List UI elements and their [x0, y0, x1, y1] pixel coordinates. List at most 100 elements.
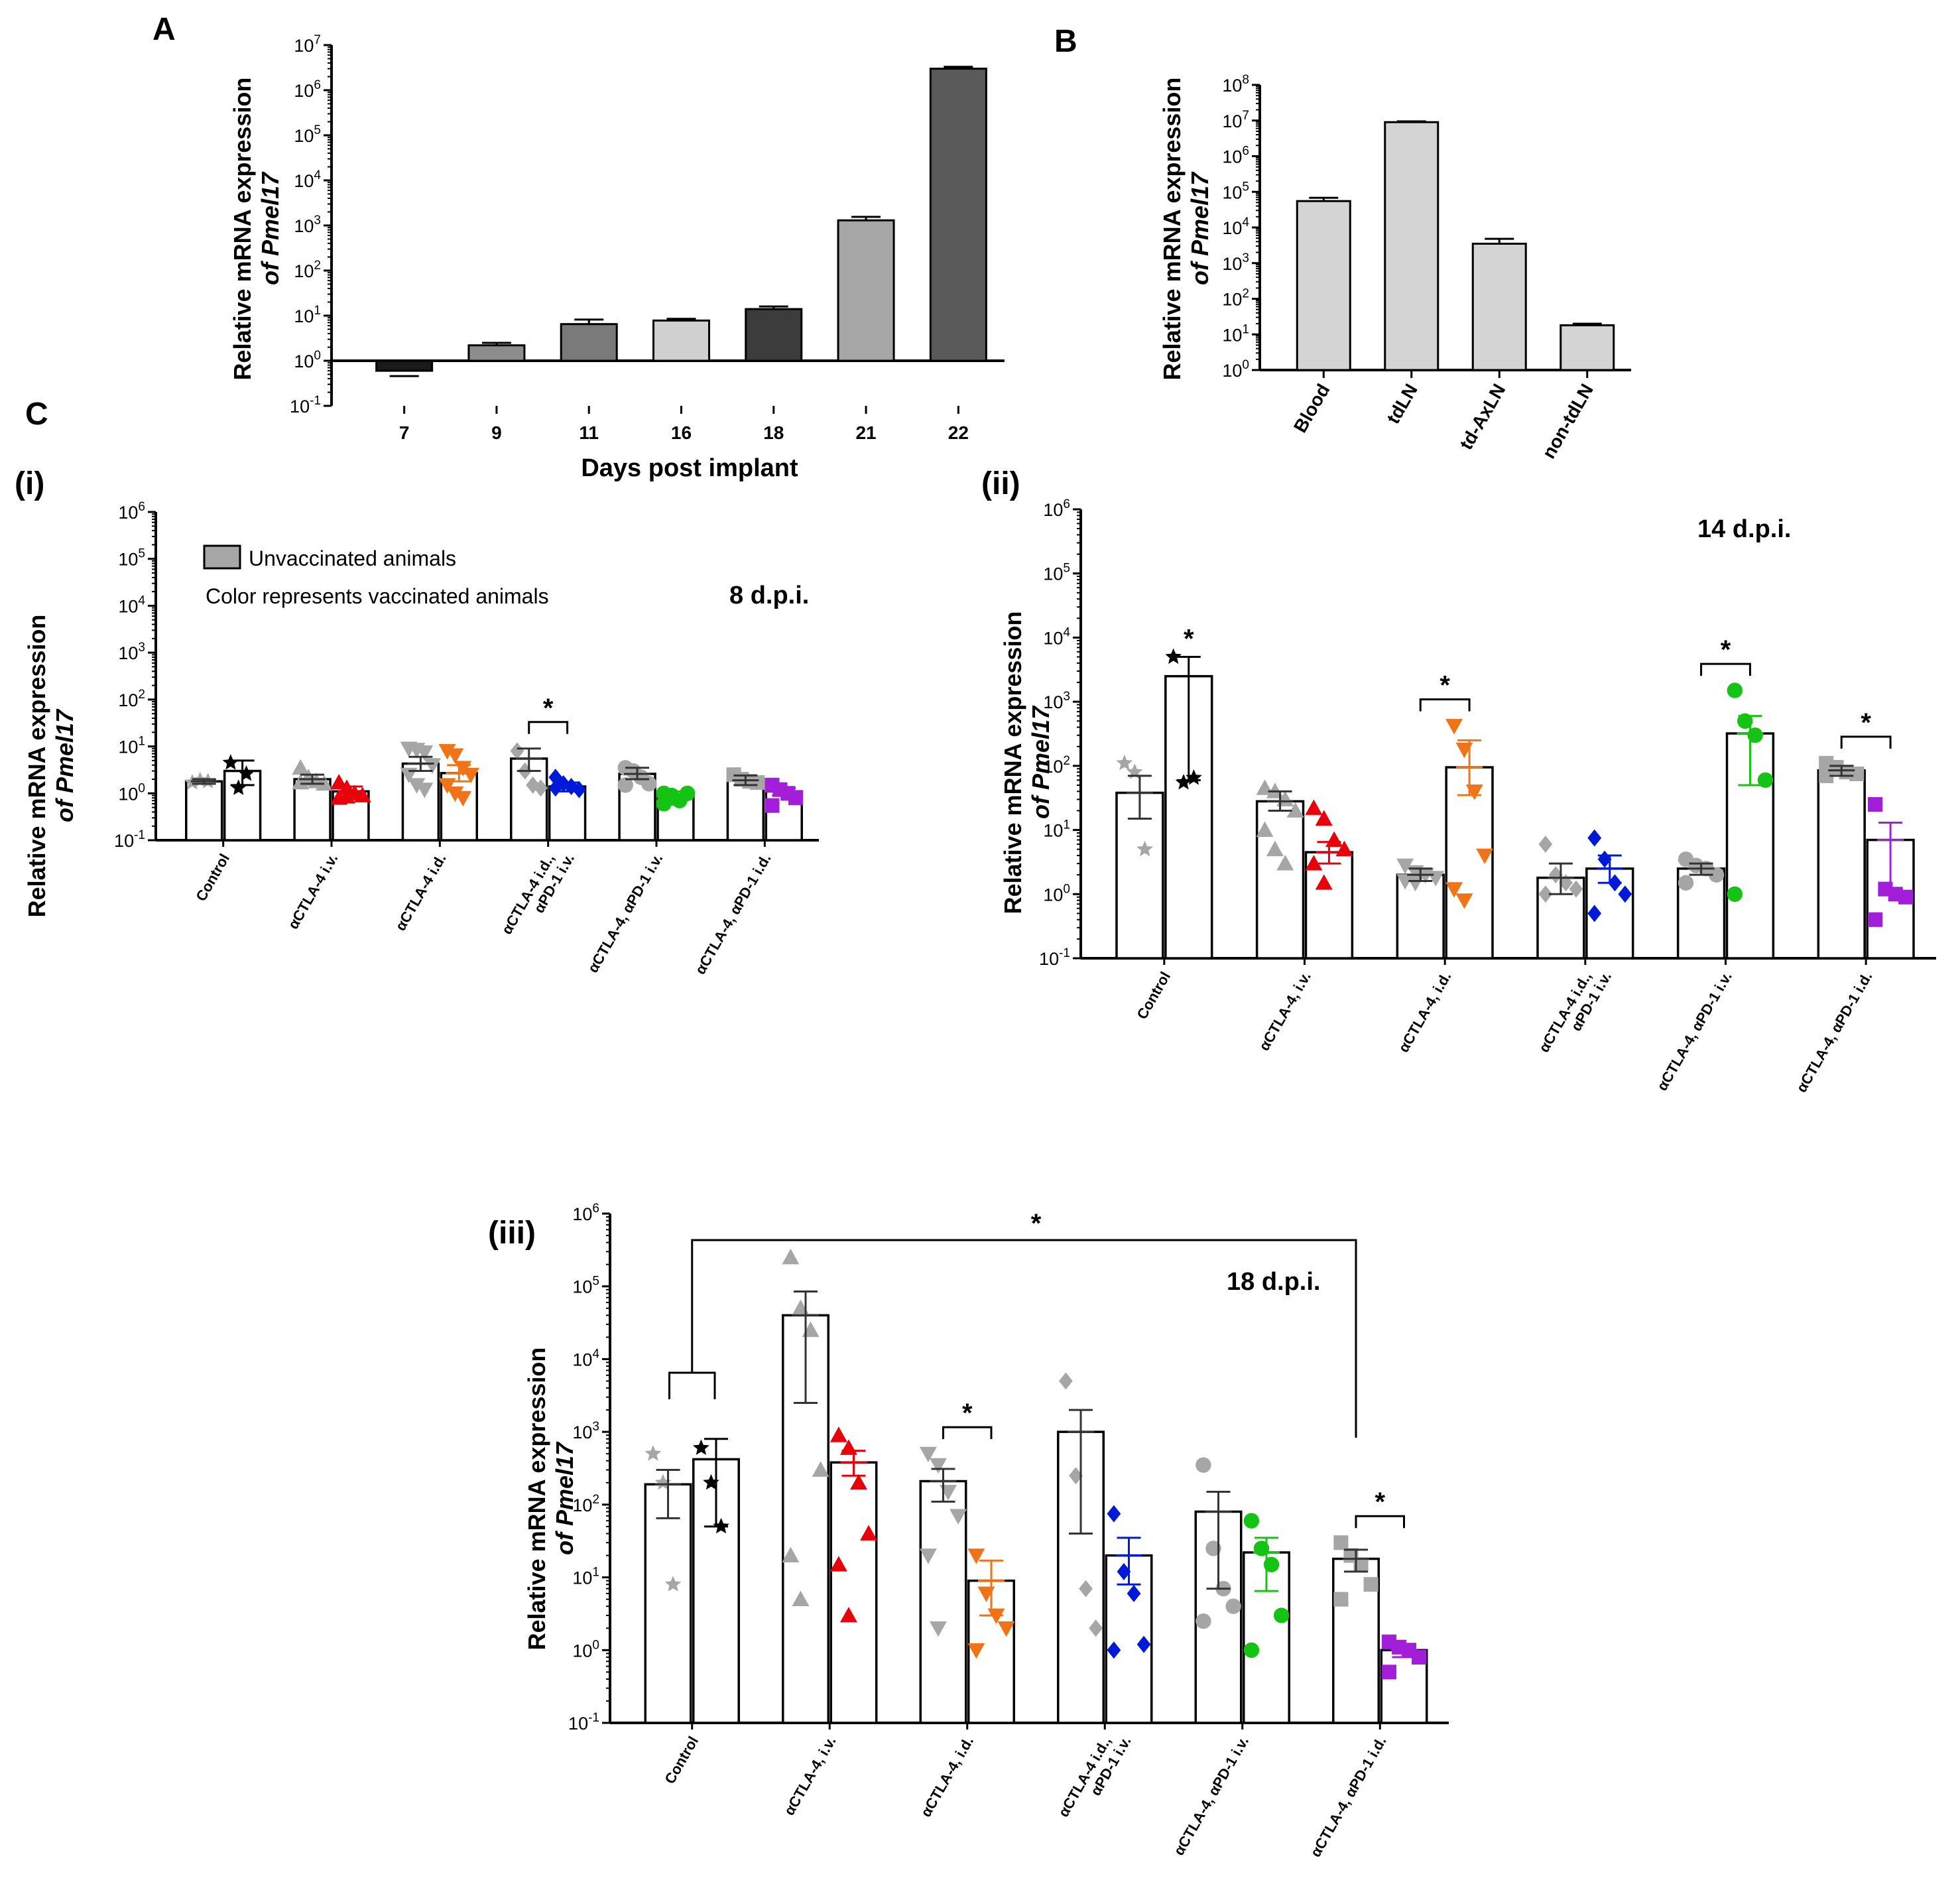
point-cii-unvacc	[1256, 821, 1274, 837]
sig-bracket-ci	[528, 721, 569, 734]
ylabel-ciii-line1: Relative mRNA expression	[523, 1348, 550, 1651]
y-tick-label-ci: 106	[118, 500, 145, 523]
point-ciii-unvacc	[792, 1590, 810, 1606]
bar-ciii-unvacc	[644, 1483, 692, 1724]
point-ci-unvacc	[292, 759, 310, 775]
point-ciii-vacc	[839, 1606, 857, 1623]
y-tick-label-ci: 10-1	[114, 828, 145, 851]
sig-bracket-cii	[1700, 662, 1751, 676]
bar-cii-unvacc	[1817, 769, 1866, 960]
point-ci-vacc	[680, 785, 696, 801]
x-tick-label-b-td-AxLN: td-AxLN	[1455, 381, 1509, 454]
bar-cii-unvacc	[1255, 800, 1305, 960]
x-tick-label-b-tdLN: tdLN	[1382, 381, 1422, 428]
point-ciii-vacc	[1117, 1562, 1131, 1580]
y-tick-label-b: 107	[1222, 109, 1249, 131]
point-ci-vacc	[338, 788, 356, 804]
point-ciii-vacc	[850, 1474, 868, 1490]
point-cii-vacc	[1445, 882, 1463, 898]
plot-b: 100 101 102 103 104 105 106 107 108 Blood tdLN td-A…	[1222, 73, 1631, 462]
point-ci-unvacc	[750, 775, 765, 790]
x-tick-label-cii-2: αCTLA-4, i.d.	[1395, 969, 1455, 1055]
y-tick-label-ciii: 106	[572, 1202, 599, 1224]
point-ci-unvacc	[424, 758, 442, 774]
sig-star-cii: *	[1184, 625, 1194, 654]
point-ciii-unvacc	[644, 1445, 662, 1461]
point-ci-vacc	[664, 790, 680, 806]
point-cii-vacc	[1315, 810, 1333, 826]
x-tick-label-cii-4: αCTLA-4, αPD-1 i.v.	[1654, 969, 1735, 1094]
sig-bracket-cii	[1840, 735, 1892, 749]
point-ci-unvacc	[416, 783, 434, 798]
point-ci-unvacc	[617, 777, 633, 793]
y-tick-label-a: 107	[294, 33, 321, 56]
point-ciii-vacc	[1136, 1635, 1151, 1653]
y-tick-label-ci: 101	[118, 735, 145, 757]
y-tick-label-ciii: 104	[572, 1347, 599, 1369]
x-tick-label-a-9: 9	[491, 422, 502, 443]
point-ci-unvacc	[416, 745, 434, 761]
x-tick-label-a-7: 7	[399, 422, 410, 443]
y-tick-label-ciii: 101	[572, 1566, 599, 1588]
point-ciii-unvacc	[1333, 1592, 1349, 1607]
point-ci-unvacc	[510, 742, 524, 760]
point-cii-vacc	[1727, 682, 1743, 698]
y-tick-label-cii: 10-1	[1039, 946, 1070, 969]
point-ciii-vacc	[997, 1621, 1015, 1637]
point-ciii-unvacc	[1079, 1580, 1093, 1598]
point-cii-vacc	[1445, 719, 1463, 735]
point-ci-vacc	[446, 748, 464, 764]
x-tick-label-ci-1: αCTLA-4 i.v.	[284, 851, 341, 932]
point-ciii-unvacc	[1225, 1598, 1241, 1614]
point-ciii-unvacc	[949, 1509, 967, 1525]
point-cii-vacc	[1747, 727, 1763, 743]
ylabel-ciii-line2: of Pmel17	[551, 1441, 578, 1555]
point-cii-vacc	[1757, 772, 1774, 788]
bar-b-non-tdLN	[1560, 324, 1615, 371]
y-tick-label-b: 103	[1222, 251, 1249, 274]
y-tick-label-a: 101	[294, 304, 321, 326]
sig-star-cii: *	[1439, 671, 1450, 700]
ylabel-ci-line1: Relative mRNA expression	[23, 615, 50, 918]
point-ciii-vacc	[1127, 1584, 1141, 1602]
x-tick-label-ciii-4: αCTLA-4, αPD-1 i.v.	[1170, 1733, 1252, 1858]
y-tick-label-ciii: 103	[572, 1420, 599, 1442]
bar-b-td-AxLN	[1471, 243, 1527, 371]
y-tick-label-cii: 104	[1043, 625, 1070, 648]
bar-ci-unvacc	[185, 780, 223, 842]
y-tick-label-b: 104	[1222, 216, 1249, 238]
legend-note: Color represents vaccinated animals	[206, 584, 549, 608]
point-ci-vacc	[572, 781, 586, 798]
x-tick-label-a-16: 16	[671, 422, 692, 443]
point-cii-vacc	[1867, 797, 1883, 812]
panel-label-a: A	[153, 12, 176, 47]
y-tick-label-cii: 106	[1043, 497, 1070, 520]
sig-bracket-overall	[691, 1239, 1357, 1438]
ylabel-b-line2: of Pmel17	[1186, 171, 1213, 285]
y-tick-label-cii: 102	[1043, 754, 1070, 777]
point-cii-unvacc	[1136, 840, 1153, 857]
point-cii-vacc	[1476, 848, 1494, 865]
point-cii-unvacc	[1849, 766, 1865, 781]
sig-star-cii: *	[1721, 635, 1731, 664]
point-ciii-unvacc	[792, 1299, 810, 1316]
point-ciii-unvacc	[1195, 1457, 1211, 1473]
y-tick-label-ciii: 10-1	[568, 1711, 599, 1733]
bar-cii-unvacc	[1115, 791, 1164, 960]
ylabel-ci-line2: of Pmel17	[51, 708, 78, 822]
x-tick-label-b-Blood: Blood	[1290, 381, 1334, 436]
x-tick-label-cii-5: αCTLA-4, αPD-1 i.d.	[1793, 969, 1875, 1095]
y-tick-label-ci: 103	[118, 641, 145, 663]
y-tick-label-a: 103	[294, 214, 321, 236]
legend-unvaccinated: Unvaccinated animals	[249, 546, 456, 570]
x-tick-label-ci-2: αCTLA-4 i.d.	[392, 851, 449, 934]
sig-bracket-control-pair	[668, 1371, 716, 1399]
point-ciii-unvacc	[1333, 1535, 1349, 1550]
y-tick-label-b: 101	[1222, 322, 1249, 345]
y-tick-label-b: 100	[1222, 358, 1249, 381]
sig-bracket-ciii	[1355, 1515, 1405, 1529]
x-tick-label-ci-5: αCTLA-4, αPD-1 i.d.	[692, 851, 774, 977]
point-cii-vacc	[1165, 648, 1182, 664]
point-cii-vacc	[1175, 774, 1192, 790]
